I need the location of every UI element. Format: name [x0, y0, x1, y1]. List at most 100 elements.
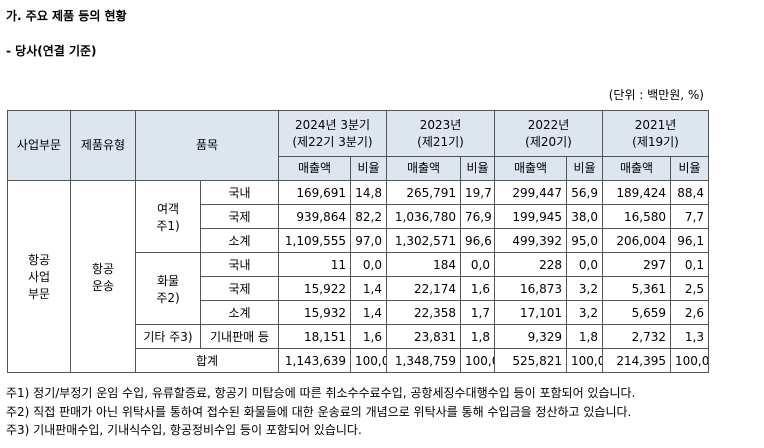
value-cell: 525,821	[494, 348, 567, 373]
value-cell: 1,302,571	[386, 228, 461, 253]
value-cell: 169,691	[278, 180, 351, 205]
data-row: 소계 15,932 1,4 22,358 1,7 17,101 3,2 5,659 2,6	[8, 300, 709, 325]
value-cell: 100,0	[670, 348, 709, 373]
value-cell: 16,873	[494, 276, 567, 301]
text-line: 주2)	[156, 290, 180, 305]
subtitle: - 당사(연결 기준)	[6, 44, 97, 58]
header-cell: 매출액	[278, 156, 351, 181]
period-header: 2022년 (제20기)	[494, 110, 603, 157]
value-cell: 23,831	[386, 324, 461, 349]
text-line: 주1)	[156, 218, 180, 233]
value-cell: 0,0	[566, 252, 603, 277]
value-cell: 100,0	[350, 348, 387, 373]
period-header: 2021년 (제19기)	[602, 110, 709, 157]
group-cell: 기타 주3)	[135, 324, 201, 349]
value-cell: 16,580	[602, 204, 671, 229]
value-cell: 2,6	[670, 300, 709, 325]
value-cell: 1,6	[350, 324, 387, 349]
value-cell: 96,1	[670, 228, 709, 253]
value-cell: 9,329	[494, 324, 567, 349]
value-cell: 1,348,759	[386, 348, 461, 373]
value-cell: 96,6	[460, 228, 495, 253]
value-cell: 214,395	[602, 348, 671, 373]
value-cell: 184	[386, 252, 461, 277]
value-cell: 1,8	[566, 324, 603, 349]
text-line: (제19기)	[632, 134, 679, 149]
data-row: 기타 주3) 기내판매 등 18,151 1,6 23,831 1,8 9,329 1,8 2,…	[8, 324, 709, 349]
header-row: 사업부문 제품유형 품목 2024년 3분기 (제22기 3분기) 2023년 (제21기)…	[7, 110, 709, 181]
text-line: 여객	[156, 201, 180, 216]
division-cell: 항공 사업 부문	[7, 180, 71, 373]
data-row: 소계 1,109,555 97,0 1,302,571 96,6 499,392 95,0 2…	[8, 228, 709, 253]
unit-note: (단위 : 백만원, %)	[608, 88, 704, 102]
text-line: 사업	[27, 270, 51, 284]
data-row: 국제 15,922 1,4 22,174 1,6 16,873 3,2 5,361 2,5	[8, 276, 709, 301]
value-cell: 100,0	[566, 348, 603, 373]
text-line: 2024년 3분기	[294, 117, 371, 132]
value-cell: 95,0	[566, 228, 603, 253]
value-cell: 499,392	[494, 228, 567, 253]
footnotes: 주1) 정기/부정기 운임 수입, 유류할증료, 항공기 미탑승에 따른 취소수…	[6, 384, 635, 440]
text-line: 항공	[27, 253, 51, 267]
value-cell: 18,151	[278, 324, 351, 349]
value-cell: 1,3	[670, 324, 709, 349]
text-line: (제21기)	[417, 134, 464, 149]
value-cell: 7,7	[670, 204, 709, 229]
value-cell: 5,659	[602, 300, 671, 325]
text-line: 2023년	[419, 117, 462, 132]
value-cell: 189,424	[602, 180, 671, 205]
product-table: 사업부문 제품유형 품목 2024년 3분기 (제22기 3분기) 2023년 (제21기)…	[7, 110, 709, 373]
item-cell: 소계	[200, 300, 279, 325]
value-cell: 22,174	[386, 276, 461, 301]
value-cell: 3,2	[566, 300, 603, 325]
footnote: 주3) 기내판매수입, 기내식수입, 항공정비수입 등이 포함되어 있습니다.	[6, 423, 362, 437]
footnote: 주1) 정기/부정기 운임 수입, 유류할증료, 항공기 미탑승에 따른 취소수…	[6, 386, 636, 400]
period-header: 2024년 3분기 (제22기 3분기)	[278, 110, 387, 157]
header-cell: 사업부문	[7, 110, 71, 181]
item-cell: 국제	[200, 276, 279, 301]
value-cell: 3,2	[566, 276, 603, 301]
value-cell: 11	[278, 252, 351, 277]
value-cell: 56,9	[566, 180, 603, 205]
value-cell: 199,945	[494, 204, 567, 229]
header-cell: 비율	[460, 156, 495, 181]
item-cell: 국내	[200, 252, 279, 277]
header-cell: 매출액	[494, 156, 567, 181]
item-cell: 국내	[200, 180, 279, 205]
header-cell: 비율	[350, 156, 387, 181]
footnote: 주2) 직접 판매가 아닌 위탁사를 통하여 접수된 화물들에 대한 운송료의 …	[6, 404, 632, 419]
text-line: 항공	[91, 261, 115, 276]
value-cell: 38,0	[566, 204, 603, 229]
text-line: 운송	[91, 278, 115, 293]
value-cell: 15,922	[278, 276, 351, 301]
value-cell: 297	[602, 252, 671, 277]
text-line: 2022년	[527, 117, 570, 132]
value-cell: 206,004	[602, 228, 671, 253]
text-line: 2021년	[634, 117, 677, 132]
value-cell: 1,7	[460, 300, 495, 325]
value-cell: 0,1	[670, 252, 709, 277]
item-cell: 기내판매 등	[200, 324, 279, 349]
header-row: 매출액 비율 매출액 비율 매출액 비율 매출액 비율	[8, 156, 709, 181]
header-cell: 비율	[566, 156, 603, 181]
value-cell: 0,0	[350, 252, 387, 277]
value-cell: 97,0	[350, 228, 387, 253]
header-cell: 매출액	[602, 156, 671, 181]
header-cell: 매출액	[386, 156, 461, 181]
value-cell: 939,864	[278, 204, 351, 229]
value-cell: 15,932	[278, 300, 351, 325]
value-cell: 76,9	[460, 204, 495, 229]
value-cell: 88,4	[670, 180, 709, 205]
text-line: 화물	[156, 273, 180, 288]
value-cell: 82,2	[350, 204, 387, 229]
header-cell: 품목	[135, 110, 279, 181]
value-cell: 2,732	[602, 324, 671, 349]
data-row: 항공 사업 부문 항공 운송 여객 주1) 국내 169,691 14,8 265,791 19,7 2…	[7, 180, 709, 373]
value-cell: 1,143,639	[278, 348, 351, 373]
text-line: (제22기 3분기)	[292, 134, 373, 149]
value-cell: 1,4	[350, 300, 387, 325]
